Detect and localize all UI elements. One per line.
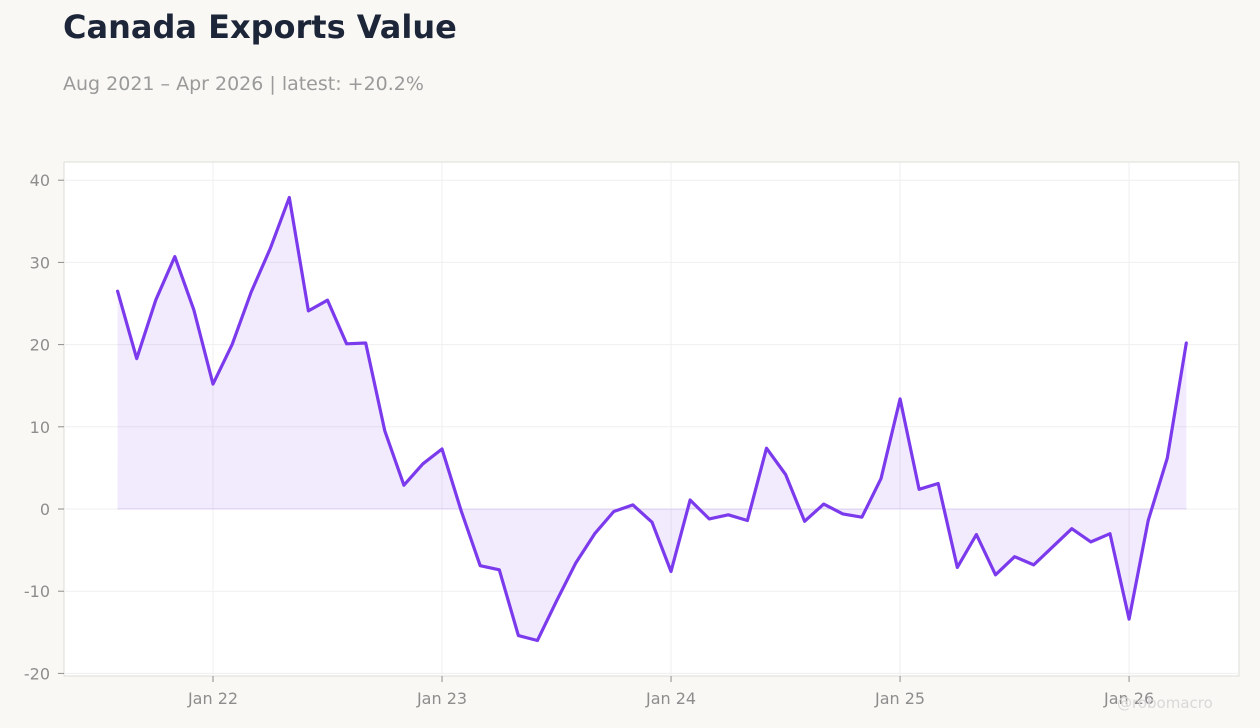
- data-point: [325, 297, 331, 303]
- x-tick-label: Jan 24: [645, 689, 696, 708]
- data-point: [363, 340, 369, 346]
- x-tick-label: Jan 23: [416, 689, 467, 708]
- y-tick-label: 10: [30, 418, 50, 437]
- data-point: [1012, 554, 1018, 560]
- data-point: [764, 445, 770, 451]
- data-point: [153, 297, 159, 303]
- data-point: [1031, 562, 1037, 568]
- data-point: [305, 308, 311, 314]
- data-point: [802, 518, 808, 524]
- data-point: [1164, 455, 1170, 461]
- data-point: [401, 482, 407, 488]
- plot-area: [63, 161, 1240, 677]
- y-tick-label: -10: [24, 582, 50, 601]
- chart-subtitle: Aug 2021 – Apr 2026 | latest: +20.2%: [63, 73, 424, 95]
- data-point: [706, 516, 712, 522]
- data-point: [515, 633, 521, 639]
- data-point: [554, 598, 560, 604]
- x-tick-label: Jan 25: [874, 689, 925, 708]
- data-point: [1183, 340, 1189, 346]
- y-tick-label: -20: [24, 664, 50, 683]
- data-point: [630, 502, 636, 508]
- data-point: [1069, 526, 1075, 532]
- data-point: [859, 514, 865, 520]
- data-point: [382, 428, 388, 434]
- data-point: [248, 289, 254, 295]
- y-tick-label: 0: [40, 500, 50, 519]
- data-point: [191, 307, 197, 313]
- x-tick-label: Jan 22: [187, 689, 238, 708]
- data-point: [286, 195, 292, 201]
- data-point: [439, 446, 445, 452]
- series-line: [116, 195, 1188, 643]
- data-point: [993, 572, 999, 578]
- data-point: [973, 532, 979, 538]
- data-point: [821, 501, 827, 507]
- data-point: [611, 509, 617, 515]
- data-point: [916, 486, 922, 492]
- data-point: [725, 512, 731, 518]
- data-point: [954, 564, 960, 570]
- data-point: [1107, 531, 1113, 537]
- data-point: [172, 254, 178, 260]
- data-point: [534, 638, 540, 644]
- y-tick-label: 20: [30, 336, 50, 355]
- data-point: [134, 356, 140, 362]
- data-point: [344, 341, 350, 347]
- data-point: [573, 560, 579, 566]
- data-point: [267, 245, 273, 251]
- data-point: [840, 511, 846, 517]
- x-tick-label: Jan 26: [1103, 689, 1154, 708]
- data-point: [458, 508, 464, 514]
- data-point: [668, 569, 674, 575]
- data-point: [649, 519, 655, 525]
- data-point: [935, 481, 941, 487]
- data-point: [496, 567, 502, 573]
- y-tick-label: 30: [30, 253, 50, 272]
- data-point: [1050, 544, 1056, 550]
- data-point: [229, 342, 235, 348]
- data-point: [744, 518, 750, 524]
- data-point: [878, 476, 884, 482]
- y-tick-label: 40: [30, 171, 50, 190]
- data-point: [420, 461, 426, 467]
- data-point: [115, 288, 121, 294]
- data-point: [210, 381, 216, 387]
- data-point: [897, 396, 903, 402]
- data-point: [783, 472, 789, 478]
- data-point: [1126, 616, 1132, 622]
- chart-title: Canada Exports Value: [63, 8, 457, 46]
- data-point: [687, 497, 693, 503]
- watermark: @robomacro: [1117, 694, 1213, 712]
- data-point: [1088, 539, 1094, 545]
- data-point: [477, 563, 483, 569]
- area-fill: [117, 197, 1187, 641]
- data-point: [1145, 518, 1151, 524]
- data-point: [592, 531, 598, 537]
